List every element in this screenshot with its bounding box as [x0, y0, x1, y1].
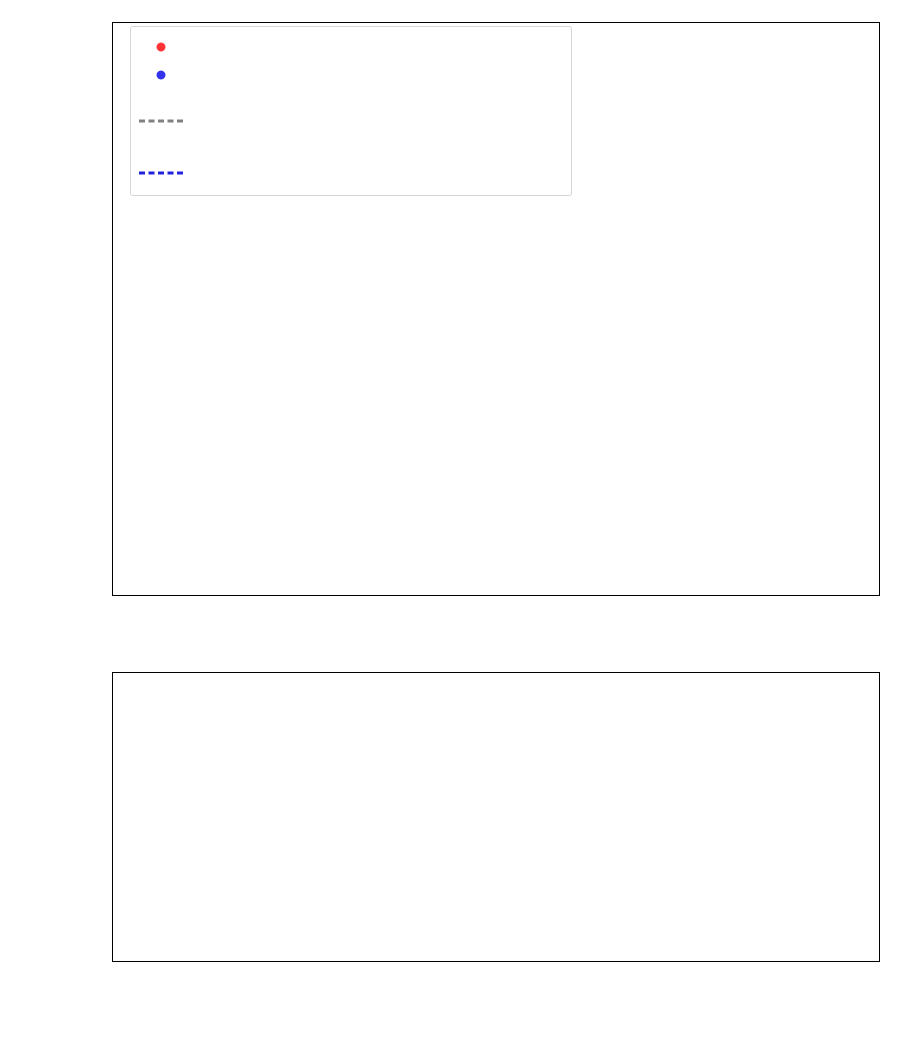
fit-residuals-canvas — [113, 673, 879, 961]
legend-marker-platepar-dash — [139, 119, 183, 123]
fit-residuals-plot — [112, 672, 880, 962]
legend-marker-fit-dash — [139, 171, 183, 175]
legend-marker-raw-dot — [156, 42, 166, 52]
legend-box — [130, 26, 572, 196]
legend-marker-corrected-dot — [156, 70, 166, 80]
